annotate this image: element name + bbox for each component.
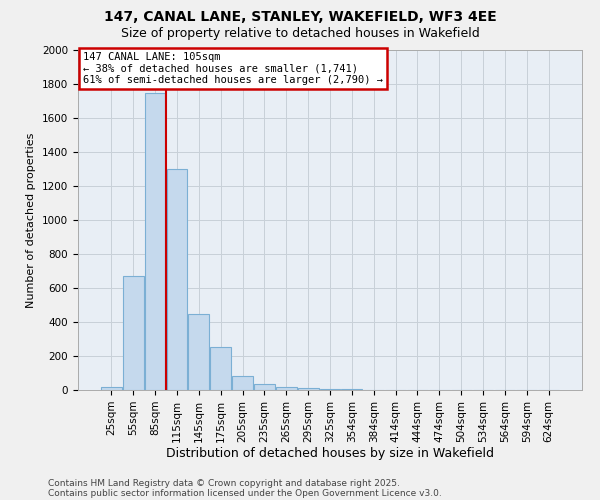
Bar xyxy=(101,386,122,390)
Bar xyxy=(167,169,187,390)
Bar xyxy=(320,389,340,390)
Text: Size of property relative to detached houses in Wakefield: Size of property relative to detached ho… xyxy=(121,28,479,40)
Text: Contains HM Land Registry data © Crown copyright and database right 2025.: Contains HM Land Registry data © Crown c… xyxy=(48,478,400,488)
Text: 147 CANAL LANE: 105sqm
← 38% of detached houses are smaller (1,741)
61% of semi-: 147 CANAL LANE: 105sqm ← 38% of detached… xyxy=(83,52,383,85)
Bar xyxy=(188,314,209,390)
Bar xyxy=(276,387,296,390)
X-axis label: Distribution of detached houses by size in Wakefield: Distribution of detached houses by size … xyxy=(166,448,494,460)
Bar xyxy=(210,346,231,390)
Bar xyxy=(254,384,275,390)
Bar xyxy=(232,376,253,390)
Bar xyxy=(145,92,166,390)
Bar xyxy=(123,276,143,390)
Y-axis label: Number of detached properties: Number of detached properties xyxy=(26,132,37,308)
Bar xyxy=(298,388,319,390)
Text: Contains public sector information licensed under the Open Government Licence v3: Contains public sector information licen… xyxy=(48,488,442,498)
Text: 147, CANAL LANE, STANLEY, WAKEFIELD, WF3 4EE: 147, CANAL LANE, STANLEY, WAKEFIELD, WF3… xyxy=(104,10,496,24)
